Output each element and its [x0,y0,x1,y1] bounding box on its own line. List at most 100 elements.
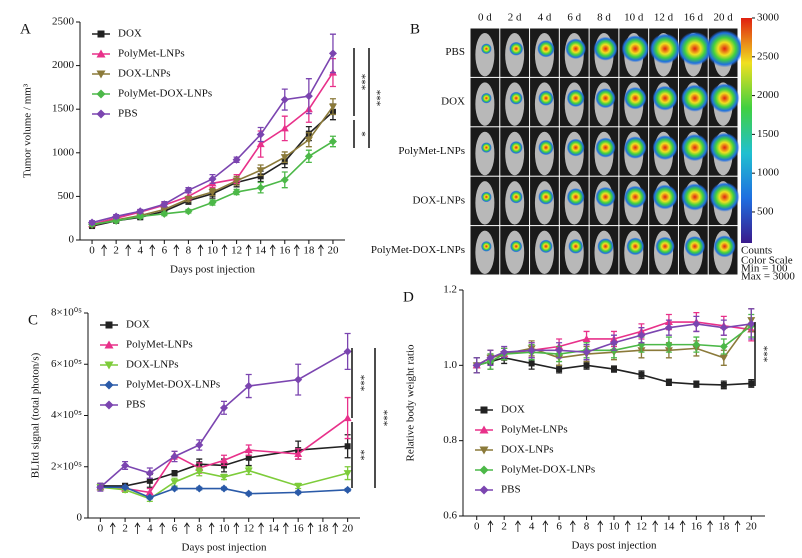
legend-label: PolyMet-DOX-LNPs [126,379,220,391]
x-tick-label: 12 [243,523,254,535]
x-tick-label: 4 [137,245,143,257]
marker [170,452,179,461]
marker [719,354,728,362]
injection-arrow [109,522,116,534]
marker [610,338,618,347]
colorbar [741,18,752,243]
signal [621,35,649,63]
marker [479,425,489,434]
marker [638,371,645,378]
signal [566,89,585,108]
injection-arrow [515,520,521,532]
injection-arrow [707,520,713,532]
marker [104,400,114,410]
row-label: DOX-LNPs [412,194,465,206]
marker [304,136,313,144]
x-tick-label: 14 [268,523,280,535]
significance-label: ** [354,450,366,461]
significance-label: * [355,131,367,137]
y-tick-label: 0.8 [443,434,457,446]
colorbar-tick-label: 2000 [757,89,780,101]
marker [145,488,154,496]
mouse-body [505,230,525,275]
legend-label: PolyMet-DOX-LNPs [501,464,595,476]
signal [709,83,740,113]
injection-arrow [282,522,289,534]
marker [328,49,337,58]
x-tick-label: 20 [746,521,758,533]
x-tick-label: 18 [317,523,329,535]
injection-arrow [307,522,314,534]
scale-note: Max = 3000 [741,271,795,283]
marker [692,319,701,328]
legend-label: PBS [126,399,146,411]
marker [294,488,303,497]
marker [528,360,535,367]
marker [208,189,217,197]
signal [481,142,492,153]
marker [280,154,289,162]
marker [556,366,563,373]
marker [256,183,265,192]
signal [568,238,584,254]
signal [566,138,585,157]
x-tick-label: 18 [303,245,315,257]
injection-arrow [597,520,604,532]
injection-arrow [542,520,549,532]
marker [244,467,253,475]
signal [597,238,614,255]
x-tick-label: 10 [609,521,621,533]
y-tick-label: 1.2 [443,284,457,296]
x-tick-label: 12 [231,245,242,257]
marker [304,152,313,161]
injection-arrow [221,244,228,256]
colorbar-tick-label: 3000 [757,12,780,24]
signal [652,184,678,210]
signal [481,92,492,104]
legend-label: DOX [126,319,150,331]
signal [681,133,709,162]
row-label: PBS [445,46,465,58]
marker [692,340,701,349]
y-tick-label: 6×10⁰⁵ [51,358,82,370]
injection-arrow [245,244,252,256]
panel-label: A [20,21,31,37]
signal [652,135,678,160]
marker [208,174,217,183]
x-tick-label: 8 [186,245,192,257]
signal [713,235,736,258]
mouse-body [475,32,495,77]
x-tick-label: 10 [219,523,231,535]
marker [693,381,700,388]
y-tick-label: 4×10⁰⁵ [51,409,82,421]
x-axis-label: Days post injection [572,540,657,552]
marker [304,92,313,101]
y-tick-label: 1000 [52,146,75,158]
scale-note: Color Scale [741,255,793,267]
injection-arrow [679,520,686,532]
marker [280,95,289,104]
y-tick-label: 0.6 [443,510,457,522]
x-tick-label: 6 [556,521,562,533]
marker [280,124,289,132]
signal [510,240,523,253]
row-label: DOX [441,96,465,108]
y-tick-label: 0 [77,512,83,524]
y-tick-label: 500 [58,190,75,202]
legend-label: PolyMet-LNPs [126,339,193,351]
injection-arrow [332,522,339,534]
signal [652,85,678,111]
column-label: 8 d [597,12,611,24]
colorbar-label: Counts [741,245,772,257]
marker [145,493,154,502]
marker [582,348,591,357]
y-tick-label: 2×10⁰⁵ [51,460,82,472]
legend-label: DOX [501,404,525,416]
column-label: 4 d [538,12,552,24]
marker [256,167,265,175]
x-tick-label: 8 [197,523,203,535]
x-tick-label: 4 [529,521,535,533]
signal [509,91,523,105]
x-tick-label: 16 [691,521,703,533]
